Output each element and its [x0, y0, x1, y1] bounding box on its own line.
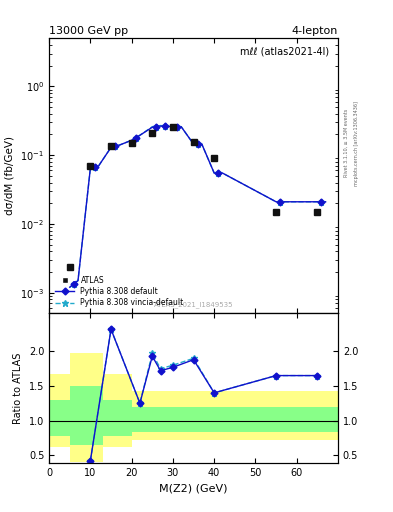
Y-axis label: dσ/dM (fb/GeV): dσ/dM (fb/GeV)	[5, 136, 15, 216]
Text: ATLAS_2021_I1849535: ATLAS_2021_I1849535	[154, 301, 233, 308]
Text: Rivet 3.1.10, ≥ 3.5M events: Rivet 3.1.10, ≥ 3.5M events	[344, 109, 349, 178]
Text: 4-lepton: 4-lepton	[292, 26, 338, 36]
Y-axis label: Ratio to ATLAS: Ratio to ATLAS	[13, 353, 23, 424]
Text: mℓℓ (atlas2021-4l): mℓℓ (atlas2021-4l)	[240, 47, 329, 57]
Text: 13000 GeV pp: 13000 GeV pp	[49, 26, 128, 36]
X-axis label: M(Z2) (GeV): M(Z2) (GeV)	[159, 484, 228, 494]
Legend: ATLAS, Pythia 8.308 default, Pythia 8.308 vincia-default: ATLAS, Pythia 8.308 default, Pythia 8.30…	[53, 273, 186, 310]
Text: mcplots.cern.ch [arXiv:1306.3436]: mcplots.cern.ch [arXiv:1306.3436]	[354, 101, 359, 186]
